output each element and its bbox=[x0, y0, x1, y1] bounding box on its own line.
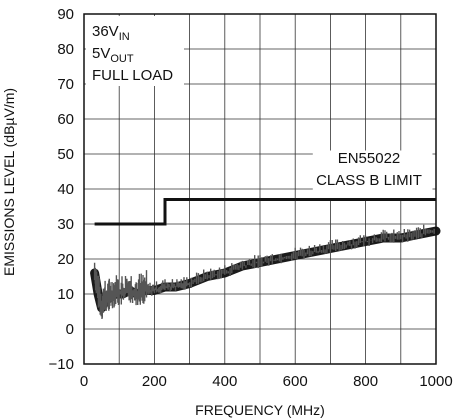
x-axis-title: FREQUENCY (MHz) bbox=[195, 402, 325, 418]
y-tick-label: 90 bbox=[57, 6, 74, 23]
condition-vin-main: 36V bbox=[92, 23, 119, 40]
x-tick-label: 800 bbox=[353, 373, 378, 390]
limit-label-line2: CLASS B LIMIT bbox=[316, 172, 422, 189]
y-tick-label: 40 bbox=[57, 181, 74, 198]
y-tick-label: 60 bbox=[57, 111, 74, 128]
y-tick-label: 70 bbox=[57, 76, 74, 93]
series-layer bbox=[90, 224, 441, 319]
y-tick-label: 0 bbox=[66, 321, 74, 338]
emissions-noise bbox=[93, 224, 435, 319]
x-tick-label: 0 bbox=[80, 373, 88, 390]
conditions-box bbox=[86, 16, 184, 86]
condition-vout-main: 5V bbox=[92, 45, 110, 62]
plot-frame bbox=[83, 13, 437, 365]
x-tick-labels: 0 200 400 600 800 1000 bbox=[80, 373, 453, 390]
limit-label-line1: EN55022 bbox=[338, 150, 401, 167]
condition-vin-sub: IN bbox=[119, 31, 130, 43]
limit-label-box bbox=[312, 150, 433, 201]
y-tick-label: 80 bbox=[57, 41, 74, 58]
condition-vout-sub: OUT bbox=[110, 53, 134, 65]
condition-vin: 36VIN bbox=[92, 23, 130, 43]
y-tick-labels: −10 0 10 20 30 40 50 60 70 80 90 bbox=[49, 6, 74, 373]
condition-load: FULL LOAD bbox=[92, 67, 173, 84]
condition-vout: 5VOUT bbox=[92, 45, 134, 65]
x-tick-label: 400 bbox=[212, 373, 237, 390]
y-tick-label: 50 bbox=[57, 146, 74, 163]
x-tick-label: 1000 bbox=[419, 373, 452, 390]
y-axis-title: EMISSIONS LEVEL (dBµV/m) bbox=[1, 88, 17, 276]
x-tick-label: 200 bbox=[142, 373, 167, 390]
y-tick-label: 20 bbox=[57, 251, 74, 268]
y-tick-label: 10 bbox=[57, 286, 74, 303]
x-tick-label: 600 bbox=[283, 373, 308, 390]
y-tick-label: 30 bbox=[57, 216, 74, 233]
limit-line bbox=[94, 198, 436, 226]
y-tick-label: −10 bbox=[49, 356, 74, 373]
